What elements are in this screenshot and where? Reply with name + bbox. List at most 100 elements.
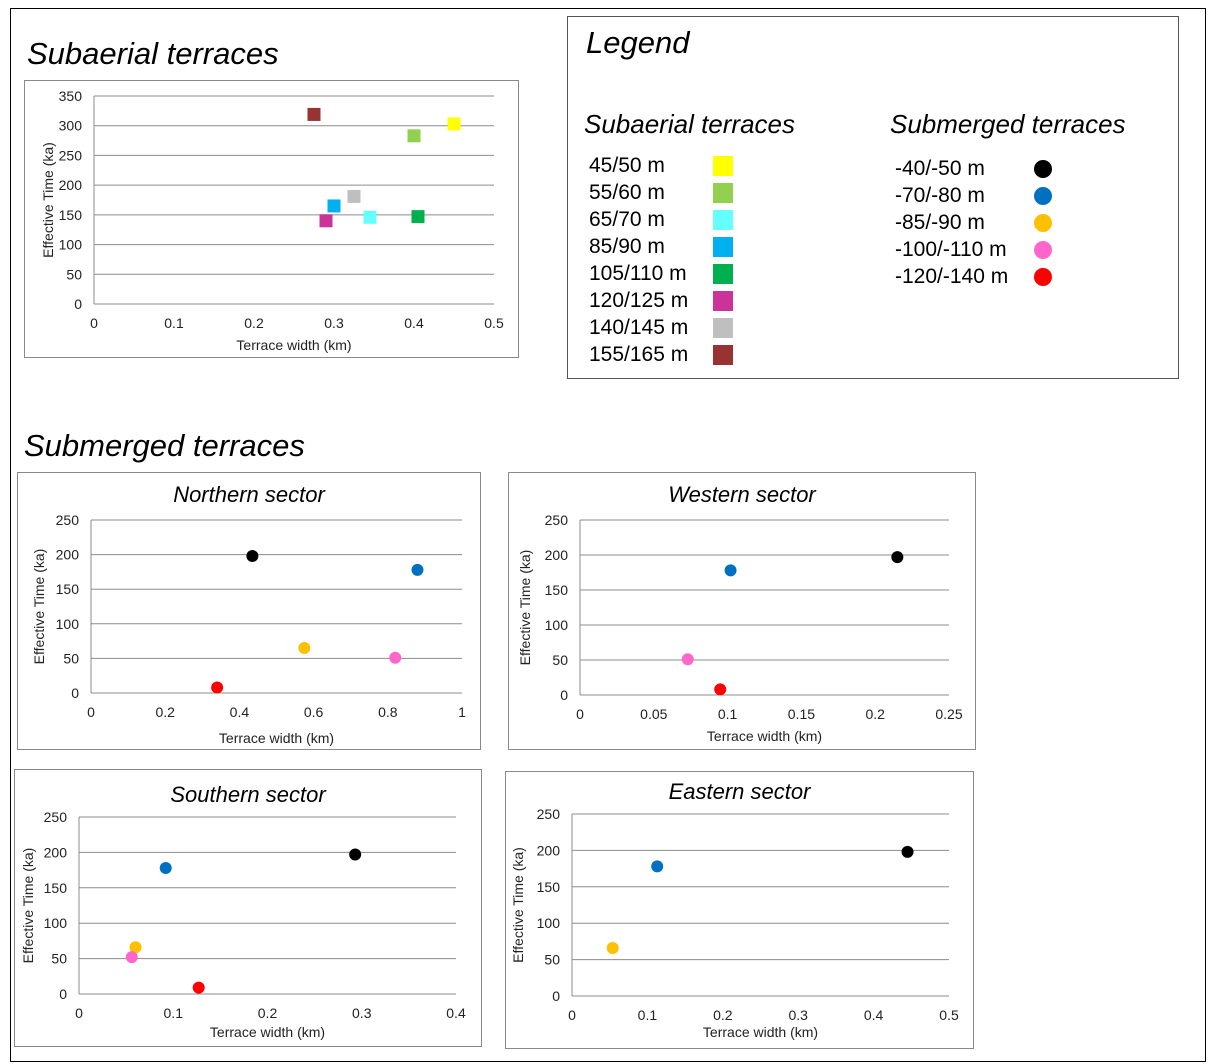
y-tick-label: 0 <box>74 296 82 312</box>
legend-item-label: -70/-80 m <box>895 184 985 207</box>
legend-item-label: 65/70 m <box>589 208 665 231</box>
y-tick-label: 100 <box>545 617 569 633</box>
subaerial-scatter-chart: 0 50 100 150 200 250 300 350 0 0.1 0.2 0.3 0.4 0.5 Ter… <box>40 88 504 353</box>
eastern-chart-title: Eastern sector <box>668 779 811 804</box>
legend-item-label: 105/110 m <box>589 262 687 285</box>
y-tick-label: 250 <box>537 806 561 822</box>
data-point-circle <box>724 564 737 577</box>
x-tick-label: 1 <box>458 704 466 720</box>
data-point-circle <box>389 651 402 664</box>
y-axis-label: Effective Time (ka) <box>40 142 56 258</box>
legend-item: -100/-110 m <box>895 238 1065 265</box>
y-axis-label: Effective Time (ka) <box>517 550 533 666</box>
legend-item-label: 45/50 m <box>589 154 665 177</box>
legend-item-label: -40/-50 m <box>895 157 985 180</box>
legend-item: 85/90 m <box>589 235 739 262</box>
legend-item: 120/125 m <box>589 289 739 316</box>
y-tick-label: 0 <box>560 687 568 703</box>
x-tick-label: 0.05 <box>640 706 667 722</box>
y-tick-label: 250 <box>44 809 68 825</box>
western-chart-title: Western sector <box>668 482 816 507</box>
y-tick-label: 0 <box>552 988 560 1004</box>
legend-item-label: 120/125 m <box>589 289 689 312</box>
western-chart-panel: Western sector 0 50 100 150 200 250 0 0.05 0.1 0.… <box>508 472 976 750</box>
subaerial-section-title: Subaerial terraces <box>27 36 279 71</box>
x-tick-label: 0.15 <box>788 706 815 722</box>
legend-box: Legend Subaerial terraces Submerged terr… <box>567 16 1179 379</box>
x-tick-label: 0.4 <box>230 704 250 720</box>
legend-item: 65/70 m <box>589 208 739 235</box>
data-point-circle <box>349 848 362 861</box>
x-tick-label: 0.4 <box>404 315 424 331</box>
legend-square-marker <box>713 156 733 176</box>
legend-square-marker <box>713 183 733 203</box>
legend-item: -40/-50 m <box>895 157 1065 184</box>
data-point-circle <box>606 941 619 954</box>
y-tick-label: 50 <box>552 652 568 668</box>
x-tick-label: 0.3 <box>788 1007 808 1023</box>
x-axis-label: Terrace width (km) <box>219 730 334 746</box>
y-tick-label: 150 <box>44 880 68 896</box>
x-tick-label: 0.5 <box>484 315 504 331</box>
legend-item: 105/110 m <box>589 262 739 289</box>
legend-item: 45/50 m <box>589 154 739 181</box>
x-tick-label: 0 <box>90 315 98 331</box>
x-tick-label: 0.3 <box>324 315 344 331</box>
x-axis-label: Terrace width (km) <box>236 337 351 353</box>
legend-subaerial-heading: Subaerial terraces <box>584 109 795 139</box>
y-tick-label: 150 <box>59 207 83 223</box>
data-point-circle <box>891 551 904 564</box>
legend-submerged-list: -40/-50 m -70/-80 m -85/-90 m -100/-110 m -1… <box>895 157 1065 292</box>
legend-item: 140/145 m <box>589 316 739 343</box>
legend-square-marker <box>713 291 733 311</box>
data-point-circle <box>714 683 727 696</box>
y-tick-label: 50 <box>66 266 82 282</box>
eastern-chart-panel: Eastern sector 0 50 100 150 200 250 0 0.1 0.2 0.3… <box>505 771 974 1049</box>
y-tick-label: 200 <box>537 842 561 858</box>
y-tick-label: 50 <box>51 951 67 967</box>
x-tick-label: 0.1 <box>164 1005 184 1021</box>
y-axis-label: Effective Time (ka) <box>31 549 47 665</box>
data-point-square <box>347 189 361 203</box>
x-tick-label: 0.25 <box>935 706 962 722</box>
northern-chart-panel: Northern sector 0 50 100 150 200 250 0 0.2 0.4 0.… <box>17 472 481 750</box>
y-tick-label: 100 <box>537 915 561 931</box>
y-tick-label: 200 <box>545 547 569 563</box>
data-point-circle <box>901 845 914 858</box>
y-tick-label: 100 <box>59 237 83 253</box>
western-scatter-chart: 0 50 100 150 200 250 0 0.05 0.1 0.15 0.2 0.25 Terrac… <box>517 512 963 744</box>
legend-item-label: -100/-110 m <box>895 238 1007 261</box>
legend-circle-marker <box>1034 241 1052 259</box>
x-tick-label: 0 <box>87 704 95 720</box>
legend-square-marker <box>713 210 733 230</box>
legend-item-label: 140/145 m <box>589 316 689 339</box>
y-tick-label: 50 <box>544 952 560 968</box>
y-tick-label: 150 <box>56 581 80 597</box>
data-point-circle <box>211 681 224 694</box>
data-point-square <box>447 117 461 131</box>
subaerial-chart-panel: 0 50 100 150 200 250 300 350 0 0.1 0.2 0.3 0.4 0.5 Ter… <box>24 80 519 358</box>
y-tick-label: 200 <box>59 177 83 193</box>
x-tick-label: 0 <box>568 1007 576 1023</box>
legend-circle-marker <box>1034 160 1052 178</box>
x-axis-label: Terrace width (km) <box>703 1024 818 1040</box>
submerged-section-title: Submerged terraces <box>24 428 305 463</box>
legend-title: Legend <box>586 25 690 60</box>
y-tick-label: 250 <box>545 512 569 528</box>
legend-subaerial-list: 45/50 m 55/60 m 65/70 m 85/90 m 105/110 m 120… <box>589 154 739 370</box>
legend-item-label: -120/-140 m <box>895 265 1009 288</box>
legend-item-label: 55/60 m <box>589 181 665 204</box>
y-axis-label: Effective Time (ka) <box>20 848 36 964</box>
legend-item: -85/-90 m <box>895 211 1065 238</box>
legend-item-label: 155/165 m <box>589 343 689 366</box>
y-tick-label: 350 <box>59 88 83 104</box>
x-tick-label: 0.2 <box>244 315 264 331</box>
data-point-square <box>327 199 341 213</box>
legend-item: -120/-140 m <box>895 265 1065 292</box>
data-point-square <box>307 107 321 121</box>
data-point-circle <box>192 981 205 994</box>
y-tick-label: 150 <box>537 879 561 895</box>
data-point-circle <box>298 642 311 655</box>
y-tick-label: 250 <box>59 147 83 163</box>
legend-circle-marker <box>1034 214 1052 232</box>
